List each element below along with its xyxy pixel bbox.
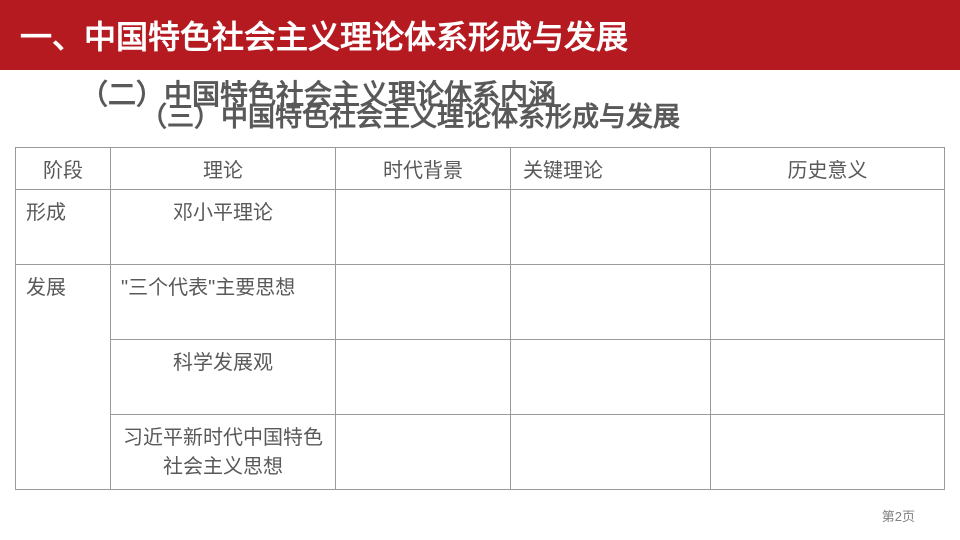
cell-background bbox=[336, 415, 511, 490]
main-title: 一、中国特色社会主义理论体系形成与发展 bbox=[0, 0, 960, 70]
cell-key bbox=[511, 190, 711, 265]
cell-background bbox=[336, 265, 511, 340]
cell-stage: 形成 bbox=[16, 190, 111, 265]
theory-table: 阶段 理论 时代背景 关键理论 历史意义 形成 邓小平理论 发展 "三个代表"主… bbox=[15, 147, 945, 490]
subtitle-area: （二）中国特色社会主义理论体系内涵 （三）中国特色社会主义理论体系形成与发展 bbox=[0, 70, 960, 147]
cell-significance bbox=[711, 265, 945, 340]
cell-background bbox=[336, 190, 511, 265]
cell-significance bbox=[711, 340, 945, 415]
cell-theory: 邓小平理论 bbox=[111, 190, 336, 265]
header-key-theory: 关键理论 bbox=[511, 148, 711, 190]
table-row: 科学发展观 bbox=[16, 340, 945, 415]
subtitle-line-2: （三）中国特色社会主义理论体系形成与发展 bbox=[140, 103, 960, 133]
cell-theory: "三个代表"主要思想 bbox=[111, 265, 336, 340]
header-stage: 阶段 bbox=[16, 148, 111, 190]
header-theory: 理论 bbox=[111, 148, 336, 190]
cell-background bbox=[336, 340, 511, 415]
cell-significance bbox=[711, 190, 945, 265]
table-row: 发展 "三个代表"主要思想 bbox=[16, 265, 945, 340]
cell-theory: 科学发展观 bbox=[111, 340, 336, 415]
table-container: 阶段 理论 时代背景 关键理论 历史意义 形成 邓小平理论 发展 "三个代表"主… bbox=[0, 147, 960, 490]
cell-stage: 发展 bbox=[16, 265, 111, 490]
cell-theory: 习近平新时代中国特色社会主义思想 bbox=[111, 415, 336, 490]
header-background: 时代背景 bbox=[336, 148, 511, 190]
cell-significance bbox=[711, 415, 945, 490]
table-row: 习近平新时代中国特色社会主义思想 bbox=[16, 415, 945, 490]
table-row: 形成 邓小平理论 bbox=[16, 190, 945, 265]
table-header-row: 阶段 理论 时代背景 关键理论 历史意义 bbox=[16, 148, 945, 190]
cell-key bbox=[511, 340, 711, 415]
cell-key bbox=[511, 265, 711, 340]
header-significance: 历史意义 bbox=[711, 148, 945, 190]
page-number: 第2页 bbox=[882, 506, 915, 525]
cell-key bbox=[511, 415, 711, 490]
